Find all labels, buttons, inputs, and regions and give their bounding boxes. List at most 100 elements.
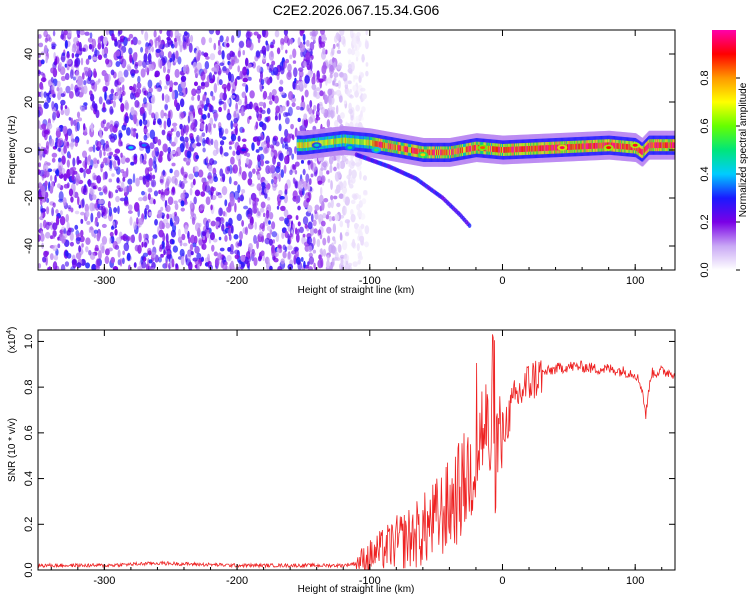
trace-cell (663, 142, 666, 149)
noise-blob (68, 116, 72, 121)
noise-blob (267, 196, 271, 201)
noise-blob (331, 106, 336, 111)
noise-blob (217, 39, 221, 47)
noise-blob (128, 47, 133, 55)
noise-blob (264, 116, 269, 123)
noise-blob (171, 176, 177, 184)
noise-blob (260, 250, 265, 257)
trace-cell (600, 142, 602, 149)
noise-blob (39, 199, 43, 206)
trace-cell (550, 144, 552, 151)
noise-blob (132, 115, 138, 123)
noise-blob (180, 128, 185, 137)
noise-blob (123, 69, 129, 78)
noise-blob (252, 168, 256, 174)
noise-blob (129, 85, 133, 91)
noise-blob (352, 85, 357, 92)
noise-blob (174, 68, 180, 79)
noise-blob (357, 259, 361, 265)
noise-blob (151, 261, 156, 270)
noise-blob (300, 159, 305, 164)
noise-blob (318, 35, 322, 45)
noise-blob (65, 72, 70, 81)
noise-blob (74, 138, 79, 147)
noise-blob (270, 244, 276, 254)
noise-blob (215, 30, 221, 36)
noise-blob (61, 155, 66, 165)
noise-blob (146, 102, 151, 112)
trace-cell (642, 148, 644, 155)
trace-cell (617, 143, 619, 149)
trace-cell (541, 145, 543, 152)
noise-blob (95, 258, 101, 269)
noise-blob (174, 136, 178, 145)
noise-blob (318, 103, 324, 110)
noise-blob (302, 233, 306, 238)
noise-blob (228, 217, 233, 227)
noise-blob (255, 121, 259, 130)
noise-blob (143, 97, 147, 105)
noise-blob (283, 111, 289, 118)
noise-blob (194, 68, 200, 77)
noise-blob (310, 213, 314, 223)
noise-blob (194, 245, 200, 254)
noise-blob (354, 228, 360, 234)
noise-blob (52, 202, 56, 208)
noise-blob (356, 203, 361, 211)
trace-cell (374, 140, 377, 147)
noise-blob (151, 237, 155, 246)
noise-blob (98, 191, 104, 196)
noise-blob (332, 80, 335, 86)
noise-blob (174, 215, 179, 225)
trace-cell (536, 145, 538, 152)
noise-blob (303, 118, 309, 127)
noise-blob (40, 213, 43, 219)
noise-blob (292, 60, 297, 64)
noise-blob (330, 180, 333, 190)
noise-blob (189, 105, 194, 112)
noise-blob (227, 71, 232, 82)
noise-blob (308, 256, 315, 265)
noise-blob (224, 199, 228, 207)
noise-blob (365, 30, 368, 36)
snr-x-tick-label: -300 (93, 575, 115, 587)
noise-blob (221, 136, 227, 141)
colorbar-tick-label: 0.0 (699, 262, 711, 277)
noise-blob (227, 246, 232, 252)
noise-blob (343, 100, 347, 105)
bright-spot-core (420, 153, 426, 157)
noise-blob (190, 182, 194, 189)
noise-blob (91, 38, 97, 49)
trace-cell (518, 146, 521, 153)
noise-blob (212, 238, 218, 243)
snr-y-tick-label: 0.8 (23, 379, 35, 394)
trace-cell (646, 143, 649, 150)
noise-blob (277, 266, 282, 270)
trace-cell (305, 142, 307, 148)
trace-cell (410, 147, 412, 153)
trace-cell (670, 142, 672, 149)
trace-cell (309, 141, 312, 148)
noise-blob (83, 66, 89, 71)
noise-blob (248, 171, 253, 179)
noise-blob (339, 160, 346, 169)
noise-blob (221, 50, 225, 60)
noise-blob (43, 130, 50, 135)
noise-blob (338, 95, 343, 103)
noise-blob (183, 31, 188, 36)
trace-cell (597, 142, 600, 149)
noise-blob (303, 113, 308, 121)
noise-blob (58, 157, 62, 163)
noise-blob (219, 140, 225, 146)
noise-blob (336, 43, 339, 47)
trace-cell (346, 137, 349, 144)
noise-blob (139, 154, 143, 165)
noise-blob (222, 229, 228, 235)
noise-blob (41, 85, 44, 90)
trace-cell (501, 147, 503, 153)
noise-blob (189, 113, 194, 122)
noise-blob (355, 115, 360, 120)
noise-blob (269, 164, 274, 173)
